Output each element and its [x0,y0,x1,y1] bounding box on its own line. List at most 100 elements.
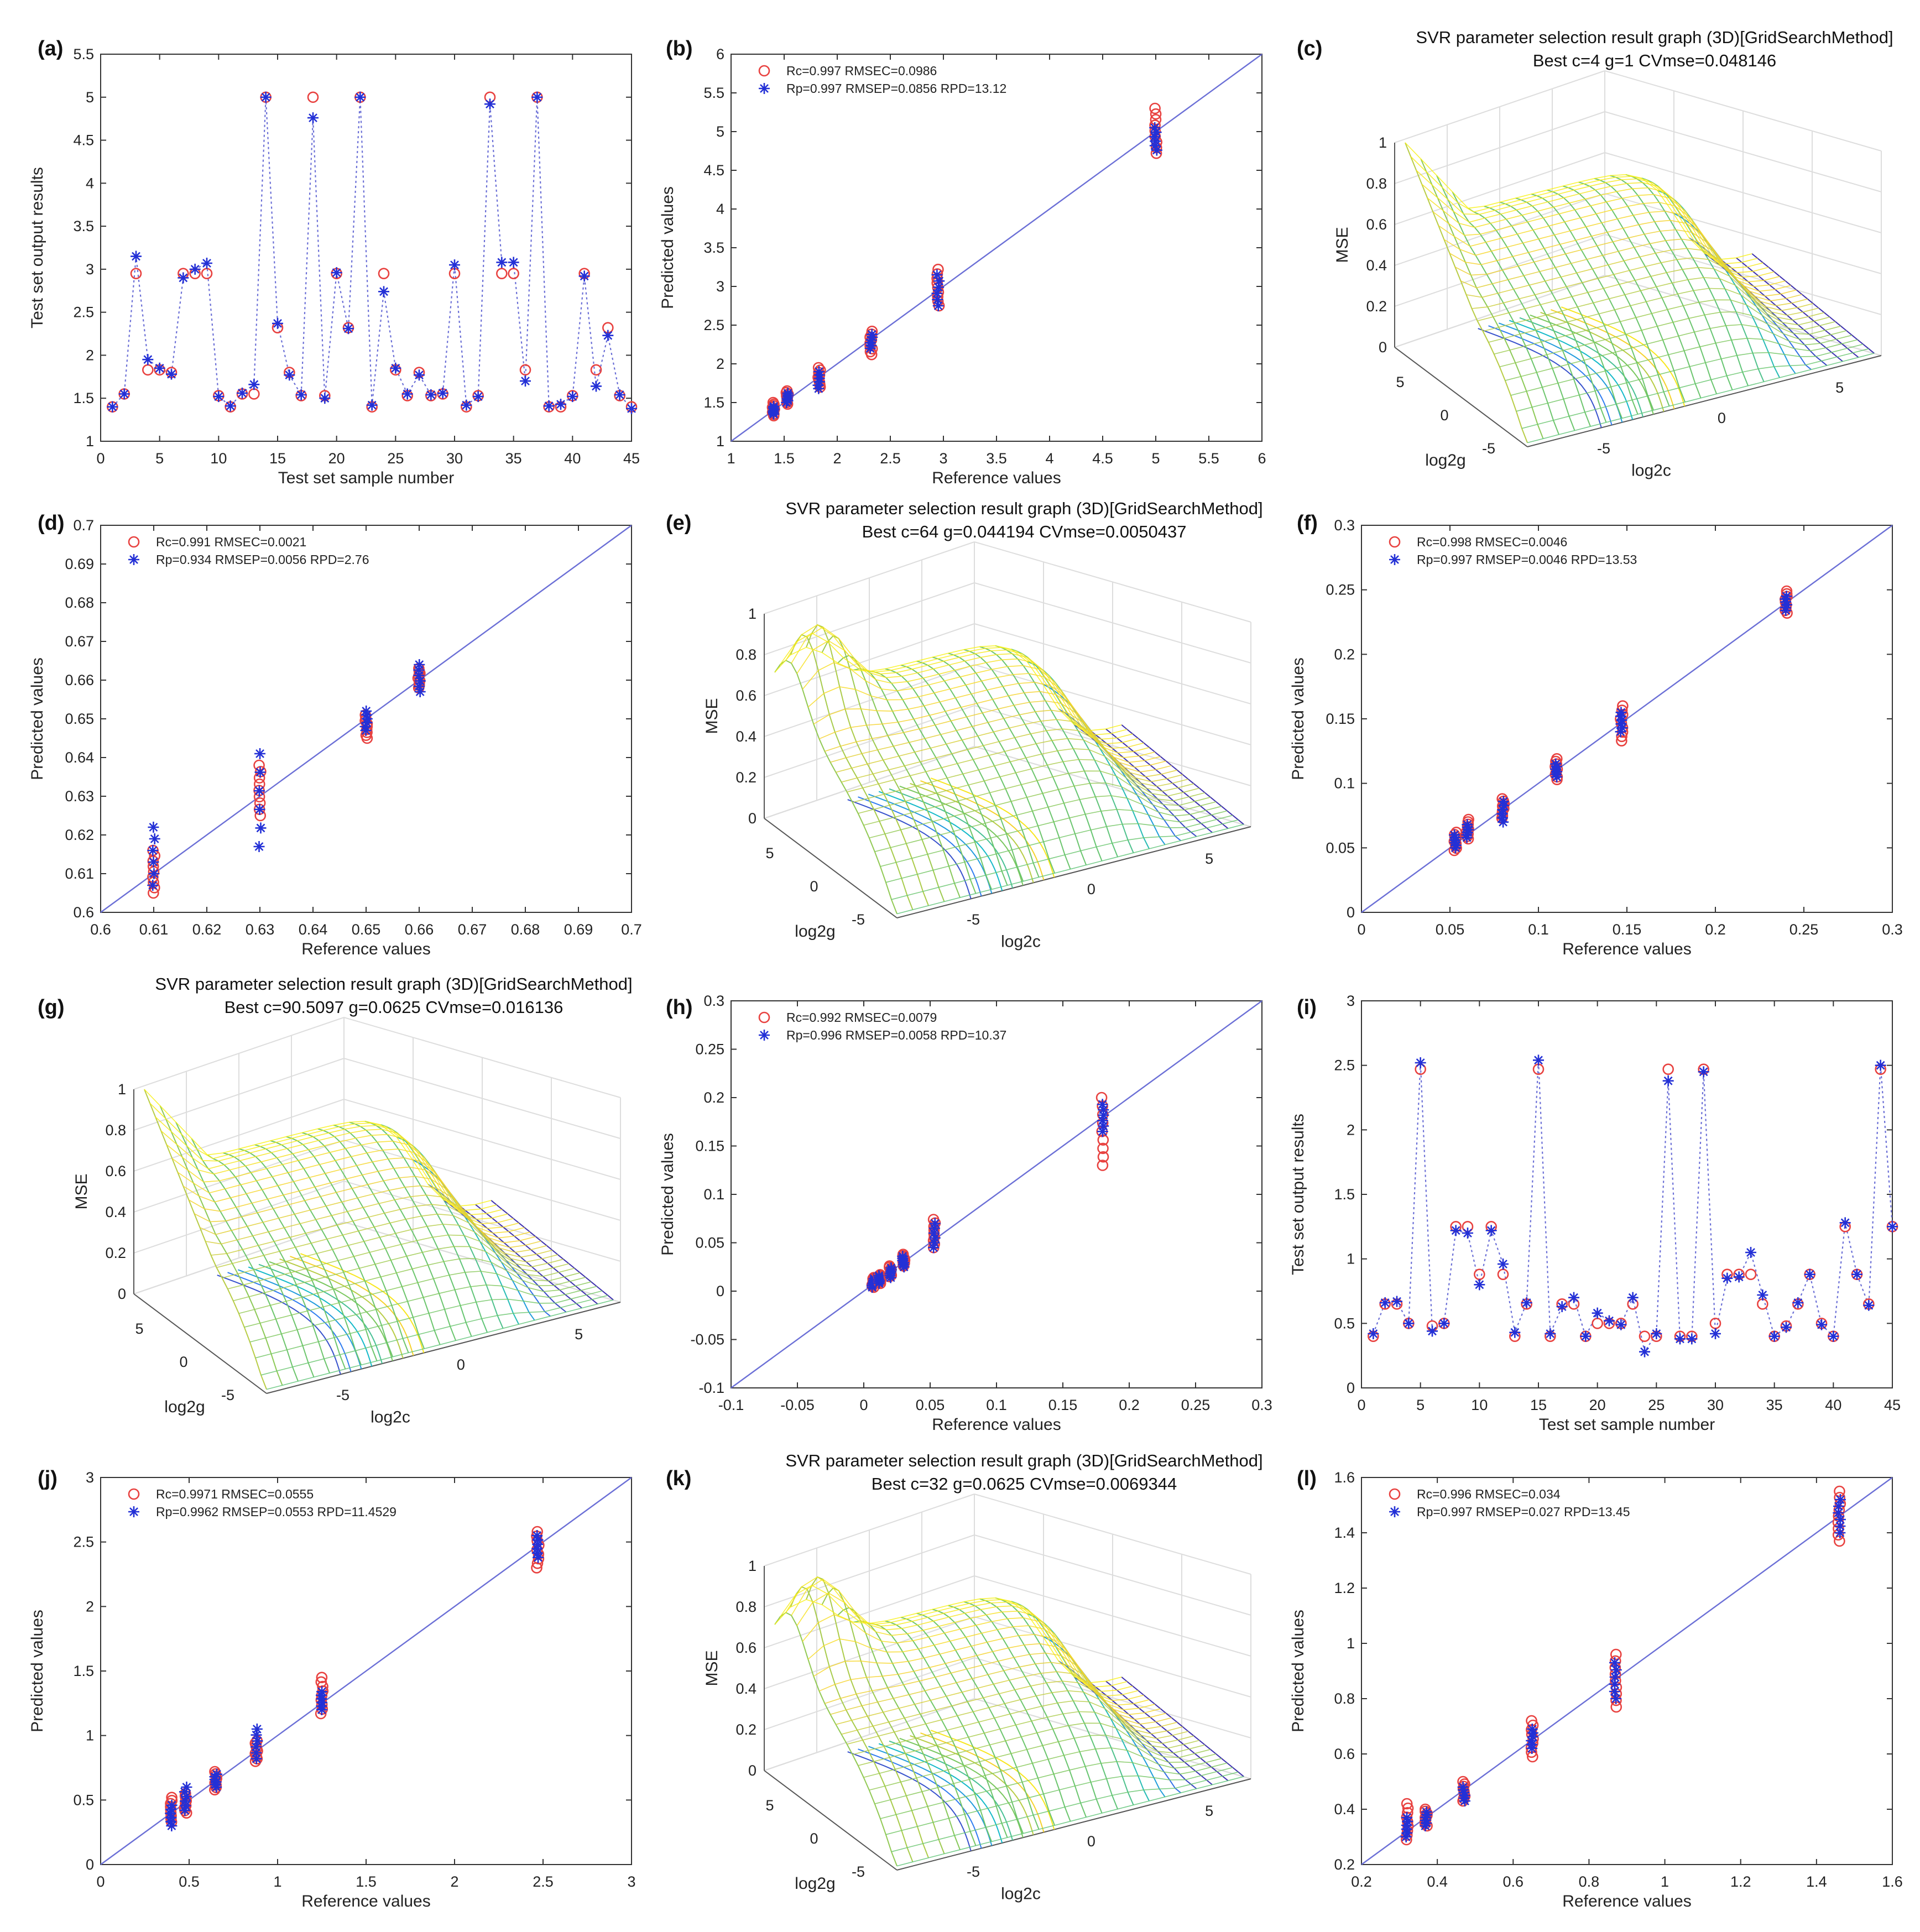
predicted-point [555,399,566,410]
surface-mesh-line [233,1246,581,1302]
predicted-point [390,362,401,374]
predicted-point [1545,1328,1556,1339]
x-tick-label: 4.5 [1092,450,1113,467]
panel-label: (e) [666,511,691,535]
legend-prediction-text: Rp=0.996 RMSEP=0.0058 RPD=10.37 [786,1028,1006,1042]
prediction-point [1400,1831,1412,1842]
surface-mesh-line [211,1204,558,1262]
floor-contour [899,1737,1024,1838]
y-tick-label: 5 [135,1320,143,1337]
y-tick-label: 4 [716,201,724,217]
predicted-point [484,98,495,110]
floor-contour [930,1730,1055,1830]
y-tick-label: 5.5 [73,46,94,62]
prediction-point [1834,1527,1846,1538]
z-axis-label: MSE [703,698,721,734]
prediction-point [1420,1812,1432,1823]
surface-mesh-line [841,728,1188,787]
prediction-point [1401,1820,1412,1831]
actual-point [130,268,142,279]
y-tick-label: 0.3 [703,993,724,1009]
prediction-point [531,1530,543,1541]
identity-line [731,1000,1262,1388]
y-tick-label: 0 [810,878,818,895]
y-tick-label: 5 [765,845,774,861]
actual-point [496,268,508,279]
surface-mesh-line [896,824,1244,915]
surface-mesh-line [836,719,1183,782]
calibration-point [1832,1529,1844,1541]
prediction-point [1781,599,1793,610]
predicted-point [1438,1318,1450,1329]
calibration-point [1150,114,1162,126]
x-axis-line [896,1778,1251,1871]
legend-calibration-marker [758,1011,770,1024]
x-tick-label: -0.05 [780,1397,815,1413]
surface-mesh-line [1510,337,1858,396]
plot-area-i [1361,1000,1893,1388]
predicted-point [1710,1328,1721,1339]
x-tick-label: 0.8 [1579,1873,1600,1890]
x-axis-label: log2c [371,1408,410,1426]
x-axis-label: log2c [1631,461,1671,479]
surface-mesh-line [194,1176,541,1248]
predicted-point [1686,1333,1698,1345]
y-tick-label: -5 [221,1387,234,1403]
x-tick-label: 0.15 [1048,1397,1078,1413]
y-tick-label: 1.5 [1334,1186,1355,1203]
prediction-point [768,401,780,412]
x-tick-label: 5 [155,450,164,467]
prediction-point [865,340,877,351]
y-tick-label: 0.68 [65,594,94,611]
surface-mesh-line [780,1585,1128,1688]
predicted-point [1580,1330,1592,1342]
x-tick-label: -5 [967,911,980,928]
y-tick-label: 5 [765,1797,774,1814]
surface-mesh-line [825,700,1172,772]
y-axis-label: Predicted values [28,1610,46,1732]
y-tick-label: 5 [1396,374,1404,390]
y-tick-label: 1 [86,1727,94,1744]
predicted-point [1415,1057,1426,1068]
surface-mesh-line [205,1194,552,1258]
x-axis-label: Test set sample number [1539,1416,1715,1434]
floor-contour [878,791,1003,891]
x-axis-label: Reference values [932,469,1061,487]
prediction-point [254,803,265,815]
surface-mesh-line [266,1299,614,1390]
prediction-point [414,686,426,697]
predicted-point [1639,1346,1650,1357]
predicted-point [1828,1330,1839,1342]
predicted-point [378,286,389,297]
y-tick-label: 0.64 [65,749,94,766]
surface-mesh-line [891,819,1239,900]
x-tick-label: 10 [210,450,227,467]
prediction-point [933,275,945,287]
surface-mesh-line [774,645,1122,731]
predicted-point [331,267,342,279]
predicted-point [1427,1325,1438,1337]
x-tick-label: -0.1 [718,1397,744,1413]
x-tick-label: 2.5 [533,1873,554,1890]
predicted-point [260,91,272,103]
x-tick-label: 15 [1530,1397,1547,1413]
x-tick-label: 30 [446,450,463,467]
surface-back-edges [764,745,1251,827]
y-tick-label: 0.2 [1334,1856,1355,1873]
prediction-point [148,857,159,868]
y-tick-label: -0.1 [698,1380,724,1396]
surface-mesh-line [874,795,1222,852]
prediction-point [1609,1657,1621,1668]
x-tick-label: 0.63 [246,921,275,938]
prediction-point [253,785,265,797]
z-tick-label: 1 [118,1081,126,1098]
y-tick-label: 0.2 [1334,646,1355,662]
predicted-point [414,369,425,381]
z-tick-label: 0.2 [105,1245,126,1261]
x-tick-label: 0 [1087,1833,1095,1850]
y-tick-label: 0.15 [1326,711,1355,727]
surface-mesh-line [200,1185,547,1253]
prediction-point [1780,602,1792,613]
y-tick-label: 1.6 [1334,1469,1355,1486]
prediction-point [929,1232,941,1244]
